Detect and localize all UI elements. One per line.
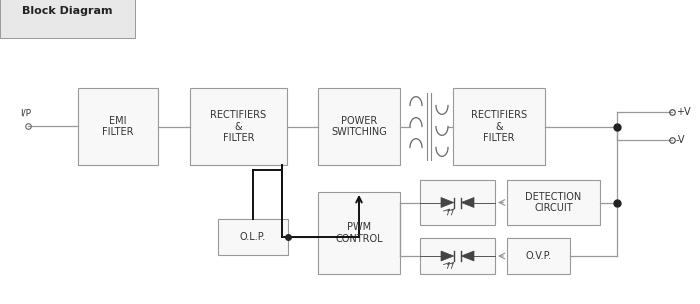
Text: RECTIFIERS
&
FILTER: RECTIFIERS & FILTER	[211, 110, 267, 143]
Bar	[190, 88, 287, 165]
Text: Block Diagram: Block Diagram	[22, 6, 113, 16]
Bar	[218, 219, 288, 255]
Bar	[318, 192, 400, 274]
Text: O.L.P.: O.L.P.	[240, 232, 266, 242]
Bar	[78, 88, 158, 165]
Text: DETECTION
CIRCUIT: DETECTION CIRCUIT	[526, 192, 582, 213]
Bar	[507, 180, 600, 225]
Text: O.V.P.: O.V.P.	[526, 251, 552, 261]
Text: -V: -V	[676, 135, 685, 145]
Text: PWM
CONTROL: PWM CONTROL	[335, 222, 383, 244]
Text: I/P: I/P	[20, 109, 32, 118]
Bar	[507, 238, 570, 274]
Bar	[420, 180, 495, 225]
Bar	[318, 88, 400, 165]
Text: EMI
FILTER: EMI FILTER	[102, 116, 134, 137]
Text: +V: +V	[676, 107, 691, 117]
Polygon shape	[461, 198, 474, 208]
Text: POWER
SWITCHING: POWER SWITCHING	[331, 116, 387, 137]
Polygon shape	[441, 198, 454, 208]
Bar	[453, 88, 545, 165]
Bar	[420, 238, 495, 274]
Text: RECTIFIERS
&
FILTER: RECTIFIERS & FILTER	[471, 110, 527, 143]
Polygon shape	[441, 251, 454, 261]
Polygon shape	[461, 251, 474, 261]
Bar	[8, 5, 18, 17]
